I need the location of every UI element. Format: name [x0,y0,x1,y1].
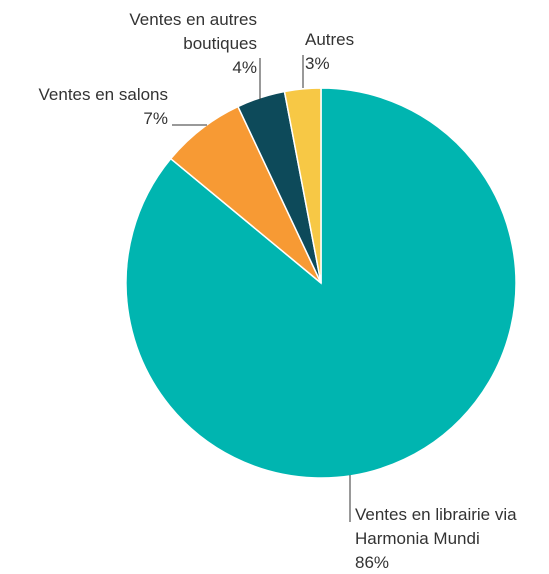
category-label: Ventes en autres boutiques [129,10,257,53]
category-label: Ventes en librairie via Harmonia Mundi [355,505,517,548]
value-label: 3% [305,54,330,73]
value-label: 7% [143,109,168,128]
category-label: Ventes en salons [38,85,168,104]
slice-label: Ventes en librairie via Harmonia Mundi 8… [355,503,545,574]
category-label: Autres [305,30,355,49]
slice-label: Autres 3% [305,28,385,76]
value-label: 4% [232,58,257,77]
pie-slice [283,87,322,284]
value-label: 86% [355,553,390,572]
slice-label: Ventes en autres boutiques 4% [87,8,257,80]
slice-label: Ventes en salons 7% [0,83,168,131]
